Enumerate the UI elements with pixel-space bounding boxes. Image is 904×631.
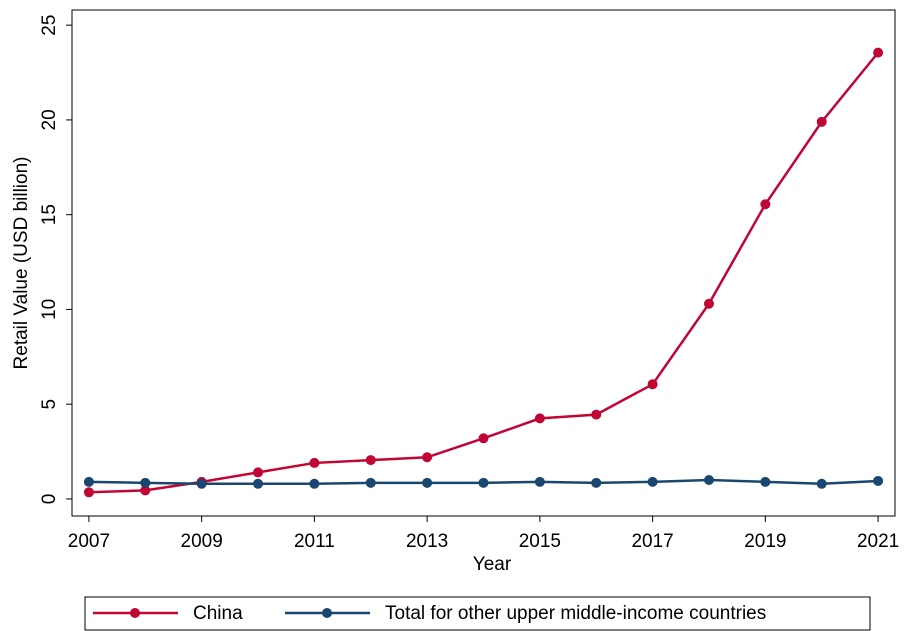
point <box>196 478 207 489</box>
legend-marker <box>130 608 140 618</box>
point <box>647 379 658 390</box>
point <box>309 457 320 468</box>
point <box>760 476 771 487</box>
point <box>873 47 884 58</box>
legend-label: China <box>193 603 243 624</box>
point <box>365 455 376 466</box>
x-tick-label: 2011 <box>294 531 335 552</box>
legend-label: Total for other upper middle-income coun… <box>385 603 766 624</box>
y-tick-label: 10 <box>39 299 60 320</box>
point <box>140 485 151 496</box>
point <box>365 477 376 488</box>
y-tick-label: 20 <box>39 109 60 130</box>
point <box>760 199 771 210</box>
point <box>534 413 545 424</box>
series-line <box>88 51 880 494</box>
x-axis-label: Year <box>473 554 512 575</box>
point <box>647 476 658 487</box>
x-tick-label: 2009 <box>181 531 223 552</box>
legend-marker <box>322 608 332 618</box>
y-tick-label: 0 <box>39 494 60 505</box>
point <box>816 478 827 489</box>
y-axis-label: Retail Value (USD billion) <box>11 157 32 370</box>
x-tick-label: 2015 <box>519 531 561 552</box>
point <box>478 477 489 488</box>
point <box>703 474 714 485</box>
y-tick-label: 15 <box>39 204 60 225</box>
y-tick-label: 25 <box>39 15 60 36</box>
x-tick-label: 2007 <box>68 531 110 552</box>
legend-box <box>84 596 871 631</box>
x-tick-label: 2013 <box>406 531 448 552</box>
point <box>422 477 433 488</box>
point <box>422 452 433 463</box>
point <box>309 478 320 489</box>
point <box>83 487 94 498</box>
point <box>83 476 94 487</box>
x-tick-label: 2019 <box>744 531 786 552</box>
y-tick-label: 5 <box>39 399 60 410</box>
plot-frame <box>71 9 896 517</box>
point <box>253 467 264 478</box>
point <box>591 477 602 488</box>
point <box>703 298 714 309</box>
point <box>534 476 545 487</box>
point <box>873 475 884 486</box>
x-tick-label: 2021 <box>857 531 899 552</box>
point <box>816 116 827 127</box>
point <box>591 409 602 420</box>
point <box>140 477 151 488</box>
point <box>253 478 264 489</box>
point <box>478 433 489 444</box>
x-tick-label: 2017 <box>631 531 673 552</box>
